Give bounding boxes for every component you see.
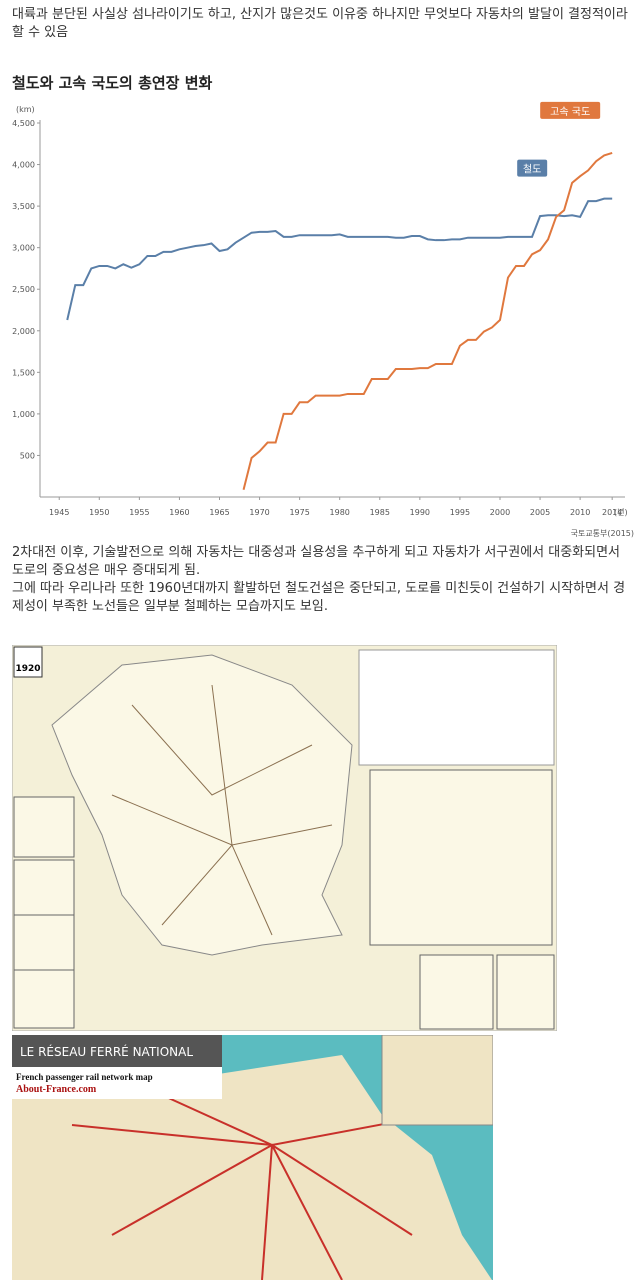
- y-tick-label: 1,000: [12, 410, 35, 419]
- y-tick-label: 2,500: [12, 285, 35, 294]
- series-label: 고속 국도: [550, 106, 590, 118]
- map-year: 1920: [15, 664, 40, 674]
- y-tick-label: 3,500: [12, 202, 35, 211]
- y-tick-label: 3,000: [12, 244, 35, 253]
- chart-title: 철도와 고속 국도의 총연장 변화: [12, 74, 212, 92]
- x-axis-label: (년): [614, 507, 628, 517]
- x-tick-label: 2014: [602, 508, 622, 517]
- paragraph: 대륙과 분단된 사실상 섬나라이기도 하고, 산지가 많은것도 이유중 하나지만…: [12, 7, 628, 40]
- y-tick-label: 1,500: [12, 368, 35, 377]
- x-tick-label: 1985: [370, 508, 390, 517]
- x-tick-label: 2000: [490, 508, 510, 517]
- x-tick-label: 1970: [249, 508, 269, 517]
- series-label: 철도: [523, 164, 541, 176]
- map-rail-network: LE RÉSEAU FERRÉ NATIONAL French passenge…: [12, 1035, 493, 1280]
- y-tick-label: 4,000: [12, 161, 35, 170]
- x-tick-label: 1965: [209, 508, 229, 517]
- map-1920: 1920: [12, 645, 557, 1031]
- y-tick-label: 500: [20, 451, 35, 460]
- x-tick-label: 1945: [49, 508, 69, 517]
- source: 국토교통부(2015): [571, 529, 634, 538]
- x-tick-label: 2010: [570, 508, 590, 517]
- x-tick-label: 1980: [330, 508, 350, 517]
- x-tick-label: 1995: [450, 508, 470, 517]
- map-title: LE RÉSEAU FERRÉ NATIONAL: [20, 1044, 193, 1059]
- x-tick-label: 1955: [129, 508, 149, 517]
- x-tick-label: 1990: [410, 508, 430, 517]
- x-tick-label: 2005: [530, 508, 550, 517]
- x-tick-label: 1960: [169, 508, 189, 517]
- y-tick-label: 4,500: [12, 119, 35, 128]
- y-axis-label: (km): [16, 105, 35, 114]
- y-tick-label: 2,000: [12, 327, 35, 336]
- line-series: [66, 197, 613, 321]
- series-label-box: [540, 101, 601, 119]
- paragraph: 그에 따라 우리나라 또한 1960년대까지 활발하던 철도건설은 중단되고, …: [12, 581, 626, 614]
- chart: 철도와 고속 국도의 총연장 변화 (km) (년) 국토교통부(2015) 5…: [12, 74, 634, 538]
- x-tick-label: 1975: [289, 508, 309, 517]
- map-site: About-France.com: [16, 1084, 97, 1095]
- map-subtitle: French passenger rail network map: [16, 1072, 153, 1082]
- line-series: [242, 151, 613, 491]
- x-tick-label: 1950: [89, 508, 109, 517]
- paragraph: 2차대전 이후, 기술발전으로 의해 자동차는 대중성과 실용성을 추구하게 되…: [12, 545, 621, 578]
- series-label-box: [517, 159, 548, 177]
